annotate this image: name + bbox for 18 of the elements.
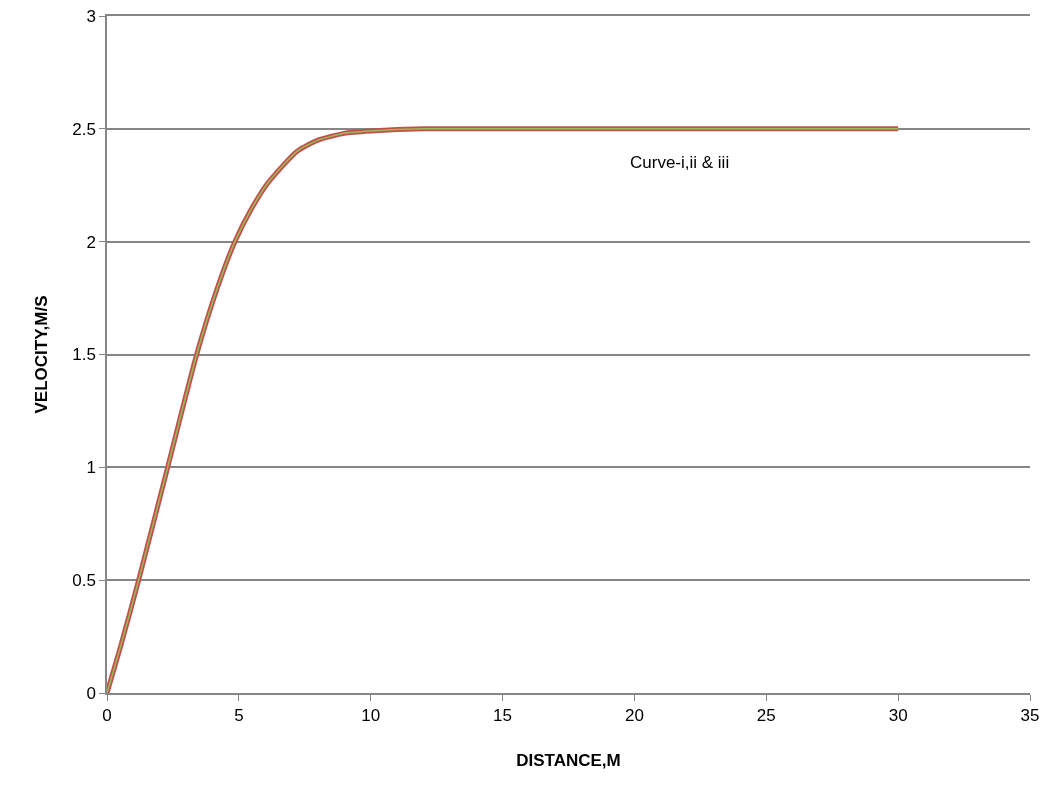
x-axis-title: DISTANCE,M: [516, 751, 621, 771]
x-tick-label: 10: [361, 706, 381, 726]
y-tick-label: 2.5: [72, 119, 96, 139]
x-tick-label: 15: [493, 706, 513, 726]
y-tick-label: 0: [86, 683, 96, 703]
x-tick-label: 30: [888, 706, 908, 726]
y-tick-label: 2: [86, 232, 96, 252]
x-tick-label: 0: [102, 706, 112, 726]
y-tick-label: 3: [86, 6, 96, 26]
y-tick-label: 1.5: [72, 345, 96, 365]
y-tick-label: 1: [86, 458, 96, 478]
x-tick-label: 35: [1020, 706, 1040, 726]
annotation: Curve-i,ii & iii: [630, 153, 730, 172]
y-axis-title: VELOCITY,M/S: [32, 295, 52, 414]
x-tick-label: 5: [234, 706, 244, 726]
x-tick-label: 20: [624, 706, 644, 726]
y-tick-label: 0.5: [72, 571, 96, 591]
x-tick-label: 25: [756, 706, 776, 726]
